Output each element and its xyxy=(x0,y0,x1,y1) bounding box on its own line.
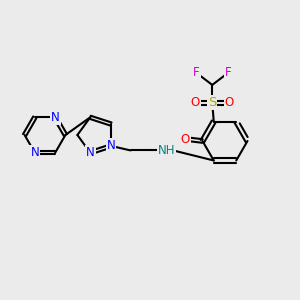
Text: O: O xyxy=(190,96,200,110)
Text: F: F xyxy=(193,66,200,79)
Text: N: N xyxy=(51,111,60,124)
Text: N: N xyxy=(30,146,39,159)
Text: S: S xyxy=(208,96,216,110)
Text: N: N xyxy=(107,140,116,152)
Text: O: O xyxy=(225,96,234,110)
Text: F: F xyxy=(224,66,231,79)
Text: O: O xyxy=(181,133,190,146)
Text: NH: NH xyxy=(158,144,175,157)
Text: N: N xyxy=(86,146,94,159)
